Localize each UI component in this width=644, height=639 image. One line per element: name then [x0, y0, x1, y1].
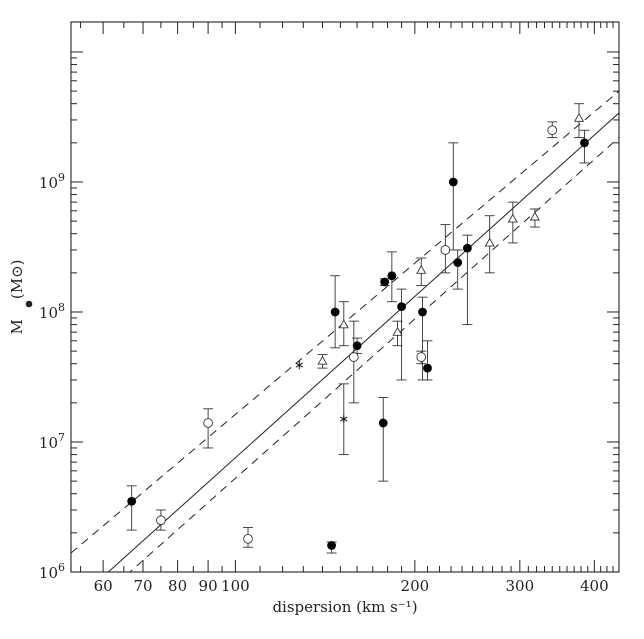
marker-open-triangle [338, 319, 349, 329]
x-tick-label: 100 [221, 577, 250, 595]
fit-lines [71, 90, 619, 572]
data-point-filled-circle [379, 277, 390, 287]
data-point-filled-circle [326, 541, 337, 554]
y-axis-bullet-symbol [25, 300, 33, 308]
data-point-asterisk [338, 383, 349, 456]
y-tick-label: 108 [39, 301, 65, 322]
x-tick-label: 90 [199, 577, 218, 595]
data-point-open-circle [243, 527, 254, 548]
marker-open-triangle [317, 355, 328, 365]
data-point-open-triangle [338, 301, 349, 347]
y-axis-label-unit: (M⊙) [8, 260, 26, 300]
data-point-open-circle [155, 509, 166, 531]
marker-filled-circle [330, 307, 340, 317]
axis-ticks [71, 22, 620, 573]
marker-filled-circle [327, 541, 336, 550]
data-point-open-triangle [573, 103, 585, 138]
marker-open-triangle [392, 326, 403, 336]
data-point-filled-circle [126, 485, 137, 531]
x-tick-label: 300 [506, 577, 535, 595]
marker-filled-circle [418, 307, 427, 317]
marker-open-triangle [507, 213, 518, 223]
data-point-filled-circle [378, 397, 389, 482]
marker-filled-circle [580, 138, 589, 148]
data-point-open-circle [440, 224, 451, 274]
marker-open-circle [156, 515, 166, 526]
plot-frame [70, 21, 620, 573]
data-point-filled-circle [452, 249, 463, 290]
x-tick-label: 80 [168, 577, 187, 595]
data-point-open-circle [348, 320, 359, 404]
x-tick-label: 200 [401, 577, 430, 595]
data-point-open-circle [416, 350, 427, 365]
marker-filled-circle [378, 418, 388, 428]
y-tick-label: 106 [39, 561, 65, 582]
marker-open-triangle [484, 237, 495, 247]
marker-open-circle [547, 125, 558, 136]
marker-open-circle [348, 352, 359, 362]
data-point-filled-circle [422, 340, 433, 381]
marker-open-circle [440, 245, 451, 255]
data-point-open-triangle [416, 257, 427, 286]
x-tick-label: 70 [133, 577, 152, 595]
svg-text:M(M⊙): M (M⊙) [8, 260, 26, 335]
y-axis-label-main: M [8, 319, 26, 334]
x-tick-label: 400 [580, 577, 609, 595]
marker-asterisk-stroke [295, 362, 304, 368]
fit-bound-dashed-line [71, 90, 619, 554]
data-point-filled-circle [386, 251, 397, 303]
data-point-open-triangle [484, 215, 495, 274]
data-point-open-triangle [392, 320, 403, 347]
x-tick-label: 60 [94, 577, 113, 595]
marker-filled-circle [380, 277, 390, 287]
data-points [126, 103, 590, 554]
y-tick-label: 109 [39, 171, 65, 192]
marker-filled-circle [387, 271, 397, 281]
marker-filled-circle [453, 258, 463, 267]
marker-filled-circle [462, 243, 472, 253]
x-axis-label: dispersion (km s⁻¹) [272, 598, 417, 616]
data-point-filled-circle [417, 296, 428, 381]
fit-bound-dashed-line [129, 137, 619, 572]
marker-filled-circle [448, 177, 458, 187]
marker-asterisk-stroke [340, 416, 348, 422]
tick-labels: 60 70 80 90 100 200 300 400 106 107 108 109 [39, 171, 609, 595]
data-point-filled-circle [579, 129, 590, 164]
data-point-open-triangle [507, 201, 518, 244]
marker-open-triangle [529, 211, 540, 221]
marker-filled-circle [397, 302, 406, 311]
data-point-filled-circle [352, 337, 363, 354]
marker-filled-circle [127, 496, 137, 506]
marker-open-circle [416, 352, 427, 362]
data-point-open-circle [547, 121, 558, 138]
data-point-filled-circle [330, 275, 341, 349]
marker-open-triangle [573, 112, 585, 122]
data-point-open-triangle [529, 208, 540, 228]
data-point-open-circle [203, 408, 214, 449]
y-axis-label: M (M⊙) [8, 260, 33, 335]
marker-filled-circle [352, 341, 362, 351]
marker-open-circle [243, 533, 253, 544]
marker-open-circle [203, 418, 213, 428]
data-point-open-triangle [317, 354, 328, 369]
data-point-filled-circle [462, 234, 473, 326]
data-point-asterisk [295, 361, 304, 370]
marker-filled-circle [423, 363, 432, 373]
marker-open-triangle [416, 264, 427, 274]
y-tick-label: 107 [39, 431, 65, 452]
